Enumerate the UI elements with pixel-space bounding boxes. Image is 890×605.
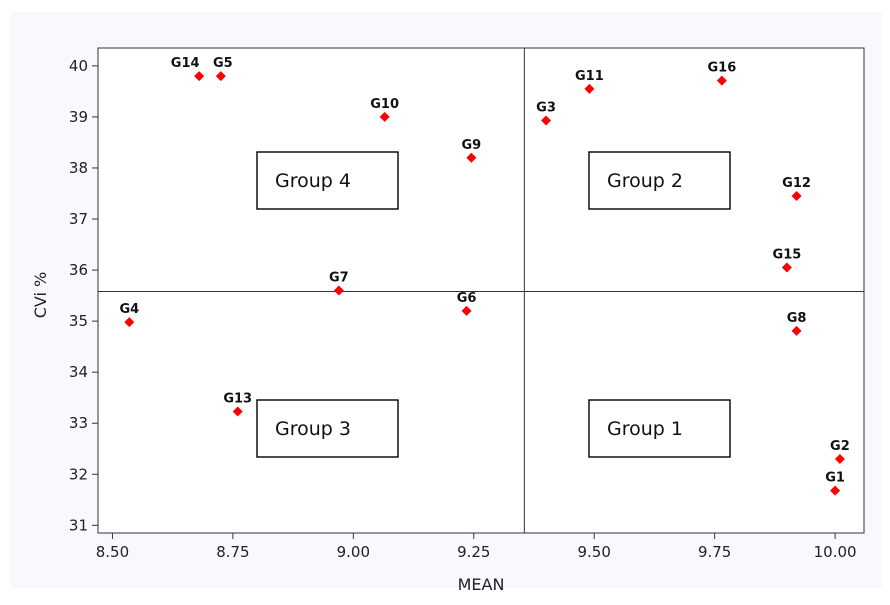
point-label: G3: [536, 100, 556, 115]
point-marker: [541, 115, 552, 126]
group-box-frame: [588, 399, 731, 458]
point-marker: [791, 191, 802, 202]
point-marker: [461, 305, 472, 316]
data-point: G4: [119, 302, 139, 328]
y-tick-label: 32: [69, 465, 88, 483]
y-tick-label: 37: [69, 210, 88, 228]
point-label: G8: [787, 311, 807, 326]
data-point: G13: [223, 391, 252, 417]
point-label: G1: [825, 471, 845, 486]
y-tick-label: 33: [69, 414, 88, 432]
data-point: G9: [462, 138, 482, 163]
x-tick-label: 9.75: [698, 543, 731, 561]
point-marker: [215, 71, 226, 82]
y-tick-label: 38: [69, 159, 88, 177]
data-point: G14: [171, 56, 205, 82]
point-marker: [791, 325, 802, 336]
y-tick-label: 34: [69, 363, 88, 381]
y-tick-label: 40: [69, 57, 88, 75]
group-box: Group 4: [256, 151, 399, 210]
point-marker: [124, 317, 135, 328]
data-point: G8: [787, 311, 807, 336]
group-box: Group 3: [256, 399, 399, 458]
group-box-frame: [256, 399, 399, 458]
x-tick-label: 8.50: [96, 543, 129, 561]
y-tick-label: 36: [69, 261, 88, 279]
point-label: G6: [457, 291, 477, 306]
data-point: G10: [370, 97, 399, 122]
point-marker: [781, 262, 792, 273]
x-tick-label: 8.75: [216, 543, 249, 561]
point-marker: [584, 83, 595, 94]
point-label: G16: [707, 61, 736, 76]
point-label: G14: [171, 56, 200, 71]
point-label: G13: [223, 391, 252, 406]
data-point: G15: [773, 248, 802, 273]
point-label: G11: [575, 69, 604, 84]
point-label: G9: [462, 138, 482, 153]
y-tick-label: 31: [69, 516, 88, 534]
point-label: G12: [782, 176, 811, 191]
x-tick-label: 9.00: [337, 543, 370, 561]
point-marker: [379, 111, 390, 122]
group-box: Group 2: [588, 151, 731, 210]
group-box-frame: [588, 151, 731, 210]
y-tick-label: 39: [69, 108, 88, 126]
point-label: G5: [213, 56, 233, 71]
group-box-frame: [256, 151, 399, 210]
x-axis-label: MEAN: [458, 575, 505, 594]
data-point: G16: [707, 61, 736, 86]
plot-border: [97, 47, 865, 534]
x-tick-label: 9.25: [457, 543, 490, 561]
data-point: G11: [575, 69, 604, 94]
data-point: G3: [536, 100, 556, 126]
group-box-label: Group 4: [275, 170, 351, 192]
data-point: G7: [329, 271, 349, 296]
data-point: G6: [457, 291, 477, 316]
group-box-label: Group 3: [275, 418, 351, 440]
data-point: G2: [830, 439, 850, 464]
group-box-label: Group 1: [607, 418, 683, 440]
point-marker: [333, 285, 344, 296]
point-marker: [466, 152, 477, 163]
point-marker: [194, 71, 205, 82]
data-point: G5: [213, 56, 233, 82]
point-label: G10: [370, 97, 399, 112]
point-marker: [830, 485, 841, 496]
point-label: G4: [119, 302, 139, 317]
point-label: G15: [773, 248, 802, 263]
point-marker: [716, 75, 727, 86]
group-box: Group 1: [588, 399, 731, 458]
data-point: G12: [782, 176, 811, 202]
point-marker: [834, 453, 845, 464]
group-box-label: Group 2: [607, 170, 683, 192]
y-axis-label: CVi %: [31, 272, 50, 319]
y-tick-label: 35: [69, 312, 88, 330]
point-label: G2: [830, 439, 850, 454]
x-tick-label: 9.50: [578, 543, 611, 561]
x-tick-label: 10.00: [814, 543, 857, 561]
data-point: G1: [825, 471, 845, 496]
point-label: G7: [329, 271, 349, 286]
point-marker: [232, 406, 243, 417]
plot-area: 8.50 8.75 9.00 9.25 9.50 9.75 10.00 31 32 33 34 35 3…: [69, 47, 865, 561]
